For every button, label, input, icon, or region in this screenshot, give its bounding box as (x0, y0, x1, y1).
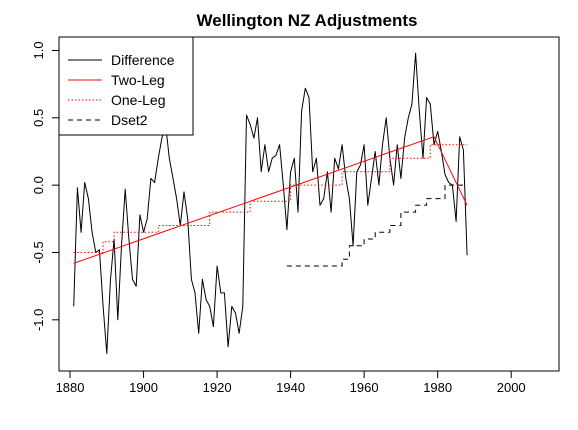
legend-box (58, 36, 194, 136)
legend: Difference Two-Leg One-Leg Dset2 (58, 36, 194, 136)
series-layer (73, 52, 468, 354)
y-tick-label: 1.0 (31, 41, 46, 59)
series-line-two-leg (73, 136, 468, 264)
y-tick-label: 0.5 (31, 109, 46, 127)
legend-label-difference: Difference (111, 52, 175, 68)
x-tick-label: 1920 (203, 380, 232, 395)
series-line-one-leg (73, 144, 468, 253)
x-tick-label: 1900 (129, 380, 158, 395)
y-tick-label: -1.0 (31, 309, 46, 331)
y-tick-label: -0.5 (31, 241, 46, 263)
x-tick-label: 1880 (56, 380, 85, 395)
series-line-dset2 (286, 184, 468, 267)
y-axis: -1.0 -0.5 0.0 0.5 1.0 (31, 41, 60, 331)
chart-title: Wellington NZ Adjustments (197, 11, 418, 30)
x-tick-label: 1940 (276, 380, 305, 395)
x-tick-label: 2000 (497, 380, 526, 395)
y-tick-label: 0.0 (31, 176, 46, 194)
legend-label-two-leg: Two-Leg (111, 72, 165, 88)
legend-label-one-leg: One-Leg (111, 92, 165, 108)
x-tick-label: 1980 (423, 380, 452, 395)
x-axis: 1880 1900 1920 1940 1960 1980 2000 (56, 370, 526, 395)
legend-label-dset2: Dset2 (111, 112, 148, 128)
series-line-difference (73, 52, 468, 354)
x-tick-label: 1960 (350, 380, 379, 395)
